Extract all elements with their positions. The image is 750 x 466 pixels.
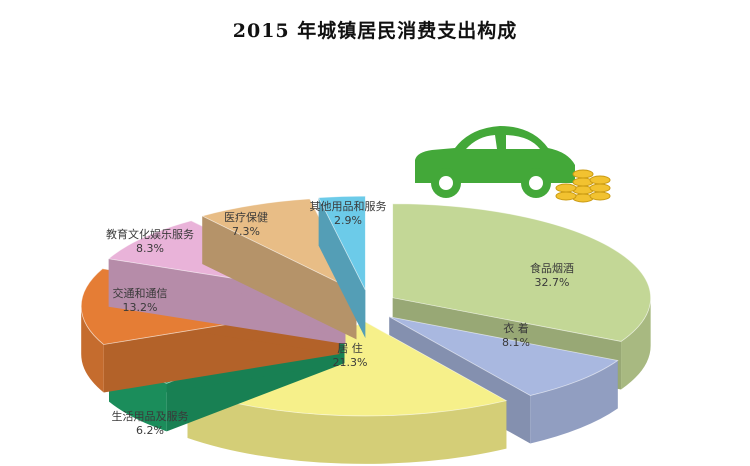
- coins-icon: [555, 169, 611, 203]
- slice-name-label: 衣 着: [503, 321, 529, 335]
- coin-icon: [589, 191, 611, 201]
- car-window-front: [466, 135, 497, 149]
- slice-value-label: 7.3%: [232, 225, 260, 238]
- coin-icon: [589, 175, 611, 185]
- chart-title: 2015 年城镇居民消费支出构成: [232, 20, 518, 42]
- car-icon: [415, 126, 575, 198]
- car-window-rear: [506, 135, 540, 149]
- coin-icon: [572, 169, 594, 179]
- slice-name-label: 生活用品及服务: [112, 409, 189, 423]
- slice-name-label: 交通和通信: [113, 286, 168, 300]
- car-hubcap-front: [529, 176, 543, 190]
- slice-value-label: 8.1%: [502, 336, 530, 349]
- slice-value-label: 6.2%: [136, 424, 164, 437]
- coin-icon: [555, 191, 577, 201]
- slice-name-label: 居 住: [337, 341, 363, 355]
- slice-value-label: 2.9%: [334, 214, 362, 227]
- slice-name-label: 食品烟酒: [530, 261, 574, 275]
- slice-value-label: 32.7%: [535, 276, 570, 289]
- car-hubcap-rear: [439, 176, 453, 190]
- slice-value-label: 21.3%: [333, 356, 368, 369]
- slice-value-label: 13.2%: [123, 301, 158, 314]
- coin-icon: [589, 183, 611, 193]
- pie-slices: [80, 195, 651, 464]
- slice-name-label: 教育文化娱乐服务: [106, 227, 194, 241]
- pie-slice-7: [317, 195, 366, 339]
- slice-value-label: 8.3%: [136, 242, 164, 255]
- slice-name-label: 其他用品和服务: [310, 200, 387, 213]
- coin-icon: [555, 183, 577, 193]
- slice-name-label: 医疗保健: [224, 210, 268, 224]
